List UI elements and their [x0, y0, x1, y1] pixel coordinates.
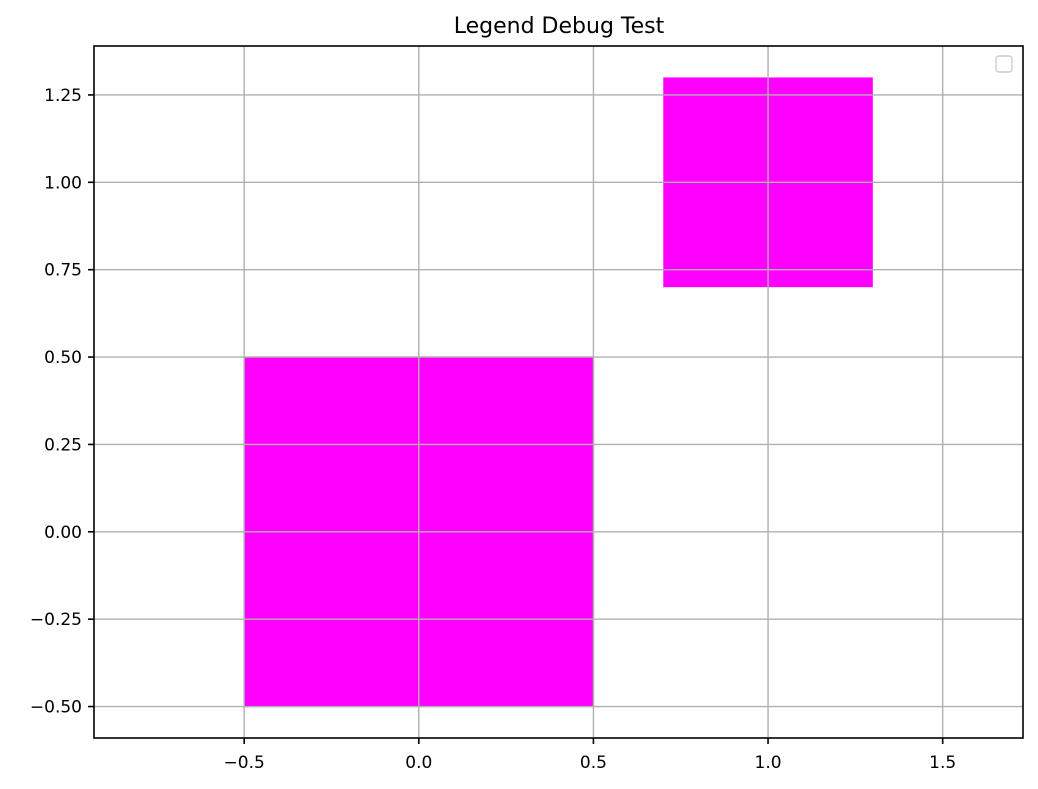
y-tick-label: 0.25 [44, 435, 82, 455]
x-tick-label: −0.5 [224, 753, 265, 773]
x-tick-label: 1.5 [929, 753, 956, 773]
legend-box [995, 55, 1013, 73]
data-rectangles [243, 77, 873, 708]
y-tick-label: 1.25 [44, 86, 82, 106]
y-tick-label: −0.50 [30, 698, 82, 718]
chart-title: Legend Debug Test [454, 14, 665, 39]
y-tick-label: 0.50 [44, 348, 82, 368]
y-tick-label: 1.00 [44, 173, 82, 193]
x-axis: −0.5 0.0 0.5 1.0 1.5 [224, 738, 956, 773]
y-axis: −0.50 −0.25 0.00 0.25 0.50 0.75 1.00 1.25 [30, 86, 94, 718]
x-tick-label: 0.0 [405, 753, 432, 773]
x-tick-label: 0.5 [580, 753, 607, 773]
y-tick-label: 0.75 [44, 261, 82, 281]
y-tick-label: −0.25 [30, 610, 82, 630]
plot-frame [93, 45, 1024, 739]
x-tick-label: 1.0 [755, 753, 782, 773]
y-tick-label: 0.00 [44, 523, 82, 543]
